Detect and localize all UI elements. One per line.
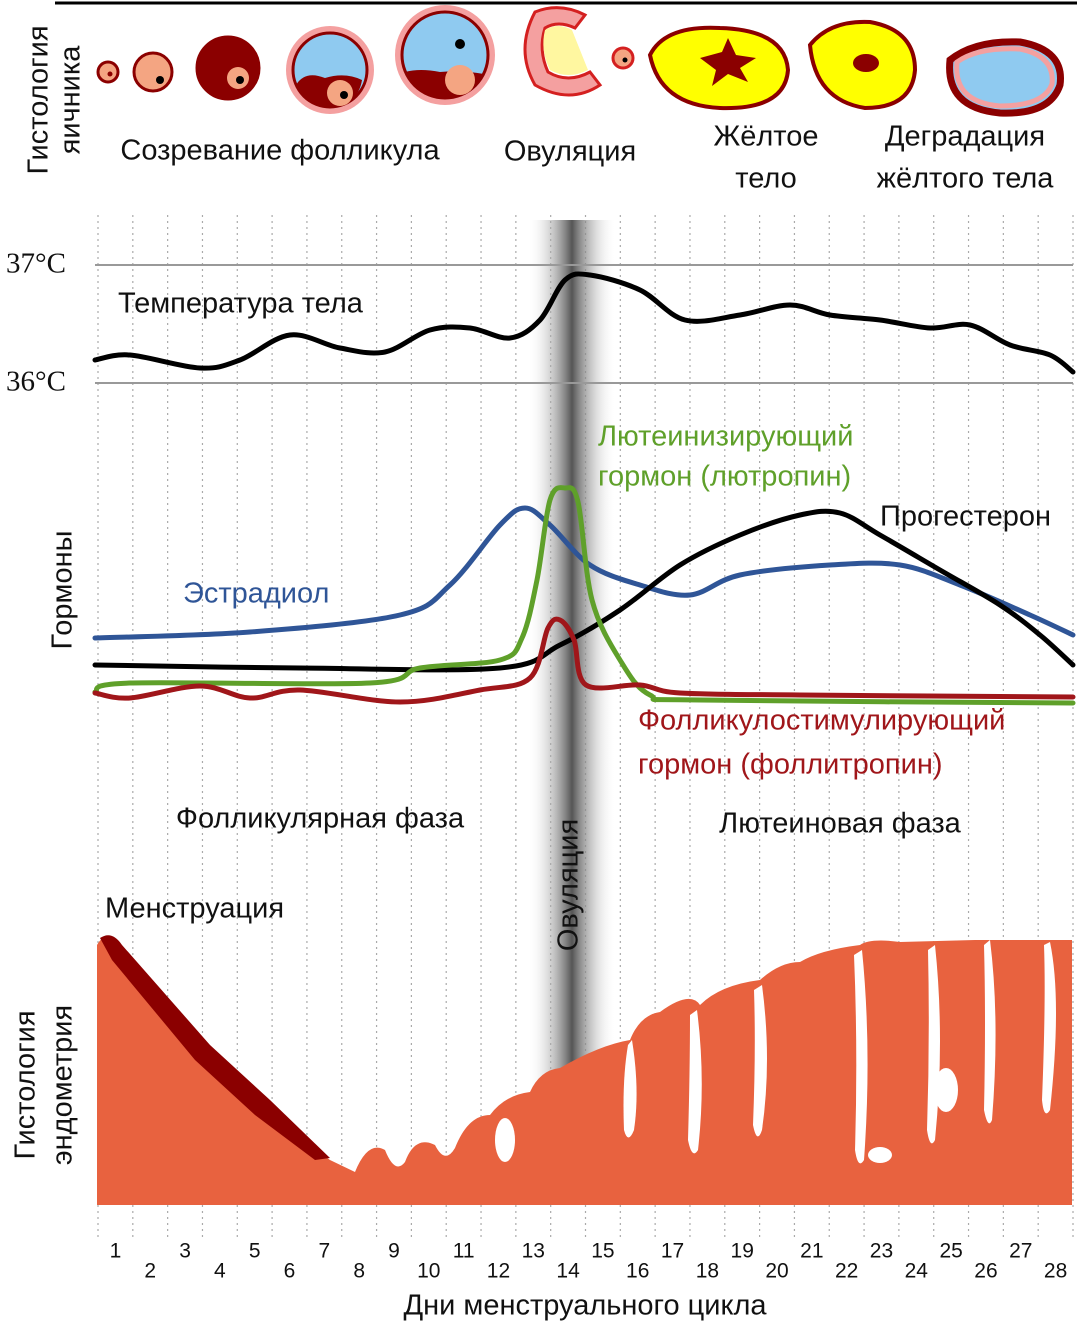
day-label: 19 bbox=[731, 1240, 754, 1263]
stage-label: Созревание фолликула bbox=[120, 135, 440, 167]
hormones-label: Гормоны bbox=[47, 531, 79, 650]
temp-tick: 37°C bbox=[6, 248, 66, 280]
day-label: 26 bbox=[974, 1260, 997, 1283]
day-label: 13 bbox=[522, 1240, 545, 1263]
day-label: 10 bbox=[417, 1260, 440, 1283]
day-label: 4 bbox=[214, 1260, 226, 1283]
body: {"ovary": {"label": ["Гистология", "яичн… bbox=[0, 0, 1077, 1326]
progesterone-label: Прогестерон bbox=[880, 501, 1051, 533]
day-label: 5 bbox=[249, 1240, 261, 1263]
day-label: 8 bbox=[353, 1260, 365, 1283]
day-label: 11 bbox=[453, 1240, 475, 1263]
fsh-label: гормон (фоллитропин) bbox=[638, 749, 943, 781]
phase-label: Менструация bbox=[105, 893, 284, 925]
day-label: 23 bbox=[870, 1240, 893, 1263]
stage-label: тело bbox=[735, 163, 797, 195]
stage-label: Жёлтое bbox=[713, 121, 818, 153]
stage-label: Деградация bbox=[885, 121, 1045, 153]
day-label: 2 bbox=[144, 1260, 156, 1283]
stage-label: жёлтого тела bbox=[877, 163, 1055, 195]
day-label: 24 bbox=[905, 1260, 929, 1283]
endometrium-label: эндометрия bbox=[47, 1005, 79, 1165]
ovary-label: Гистология bbox=[23, 25, 55, 174]
day-label: 1 bbox=[110, 1240, 122, 1263]
day-label: 20 bbox=[765, 1260, 788, 1283]
day-label: 12 bbox=[487, 1260, 510, 1283]
day-label: 15 bbox=[591, 1240, 614, 1263]
x-axis-label: Дни менструального цикла bbox=[403, 1290, 767, 1322]
day-label: 17 bbox=[661, 1240, 684, 1263]
page: Менструальный цикл html, body { margin: … bbox=[0, 0, 1077, 1326]
day-label: 9 bbox=[388, 1240, 400, 1263]
ovary-label: яичника bbox=[55, 45, 87, 155]
day-label: 16 bbox=[626, 1260, 649, 1283]
phase-label: Лютеиновая фаза bbox=[719, 808, 962, 840]
day-label: 7 bbox=[318, 1240, 330, 1263]
fsh-label: Фолликулостимулирующий bbox=[638, 705, 1005, 737]
stage-label: Овуляция bbox=[504, 136, 636, 168]
day-label: 14 bbox=[556, 1260, 580, 1283]
temp-tick: 36°C bbox=[6, 366, 66, 398]
day-label: 25 bbox=[939, 1240, 962, 1263]
lh-label: Лютеинизирующий bbox=[598, 421, 853, 453]
estradiol-label: Эстрадиол bbox=[183, 578, 329, 610]
day-label: 22 bbox=[835, 1260, 858, 1283]
day-label: 27 bbox=[1009, 1240, 1032, 1263]
phase-label: Фолликулярная фаза bbox=[176, 803, 465, 835]
day-label: 18 bbox=[696, 1260, 719, 1283]
day-ticks: 1234567891011121314151617181920212223242… bbox=[110, 1240, 1068, 1283]
lh-label: гормон (лютропин) bbox=[598, 461, 851, 493]
temperature-label: Температура тела bbox=[118, 288, 364, 320]
endometrium-label: Гистология bbox=[10, 1010, 42, 1159]
ovary-icons bbox=[98, 5, 1061, 114]
day-label: 28 bbox=[1044, 1260, 1067, 1283]
day-label: 21 bbox=[800, 1240, 823, 1263]
day-label: 3 bbox=[179, 1240, 191, 1263]
diagram: Гистология яичника Созревание фолликула … bbox=[0, 0, 1077, 1326]
phase-label: Овуляция bbox=[553, 819, 585, 951]
day-label: 6 bbox=[284, 1260, 296, 1283]
